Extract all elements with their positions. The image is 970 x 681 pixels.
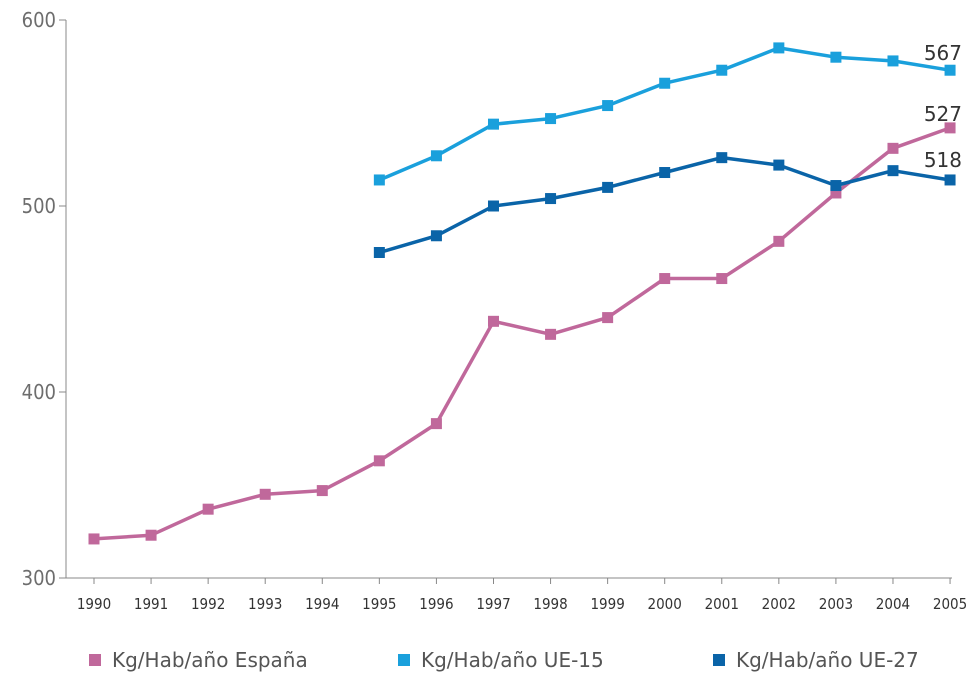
legend-label: Kg/Hab/año España [112,648,308,672]
x-tick-label: 2005 [933,595,967,613]
data-point-marker [944,64,956,76]
y-tick-label: 600 [22,8,56,32]
series-lines [93,46,951,541]
x-tick-label: 1994 [305,595,339,613]
data-point-marker [259,488,271,500]
x-tick-label: 1998 [533,595,567,613]
data-point-marker [88,533,100,545]
legend-swatch [713,654,725,666]
data-point-marker [545,193,557,205]
x-tick-label: 1992 [191,595,225,613]
series-end-label: 518 [924,148,962,172]
x-tick-label: 1997 [476,595,510,613]
data-point-marker [145,529,157,541]
y-tick-label: 500 [22,194,56,218]
legend-swatch [398,654,410,666]
x-tick-label: 1995 [362,595,396,613]
data-point-marker [659,273,671,285]
data-point-marker [487,315,499,327]
x-tick-label: 2000 [648,595,682,613]
data-point-marker [602,100,614,112]
data-point-marker [487,118,499,130]
data-point-marker [545,328,557,340]
x-tick-label: 1993 [248,595,282,613]
data-point-marker [716,273,728,285]
data-point-marker [716,152,728,164]
data-point-marker [602,181,614,193]
data-point-marker [430,230,442,242]
data-point-marker [373,455,385,467]
axes [65,20,952,579]
y-tick-label: 300 [22,566,56,590]
data-point-marker [887,165,899,177]
x-tick-label: 2003 [819,595,853,613]
data-point-marker [944,122,956,134]
data-point-marker [659,167,671,179]
end-labels: 527 567 518 [924,41,962,172]
legend: Kg/Hab/año España Kg/Hab/año UE-15 Kg/Hab/… [89,648,919,672]
series-line-2 [378,46,951,182]
x-tick-label: 1991 [134,595,168,613]
data-point-marker [202,503,214,515]
data-point-marker [830,187,842,199]
data-point-marker [373,174,385,186]
series-end-label: 527 [924,102,962,126]
series-markers [88,42,956,545]
data-point-marker [487,200,499,212]
data-point-marker [716,64,728,76]
y-tick-label: 400 [22,380,56,404]
data-point-marker [773,159,785,171]
x-tick-label: 1999 [590,595,624,613]
x-tick-label: 2004 [876,595,910,613]
data-point-marker [545,113,557,125]
y-tick-labels: 300 400 500 600 [22,8,66,590]
data-point-marker [773,42,785,54]
x-tick-label: 2001 [705,595,739,613]
data-point-marker [430,418,442,430]
data-point-marker [830,51,842,63]
legend-label: Kg/Hab/año UE-27 [736,648,919,672]
x-tick-label: 1990 [77,595,111,613]
legend-label: Kg/Hab/año UE-15 [421,648,604,672]
x-tick-label: 1996 [419,595,453,613]
series-line-1 [93,126,951,541]
data-point-marker [430,150,442,162]
data-point-marker [602,312,614,324]
data-point-marker [659,77,671,89]
series-end-label: 567 [924,41,962,65]
x-tick-labels: 1990 1991 1992 1993 1994 1995 1996 1997 1998 1999… [77,578,967,613]
data-point-marker [944,174,956,186]
x-tick-label: 2002 [762,595,796,613]
data-point-marker [830,180,842,192]
legend-swatch [89,654,101,666]
data-point-marker [316,485,328,497]
data-point-marker [773,235,785,247]
data-point-marker [887,142,899,154]
data-point-marker [887,55,899,67]
data-point-marker [373,247,385,258]
